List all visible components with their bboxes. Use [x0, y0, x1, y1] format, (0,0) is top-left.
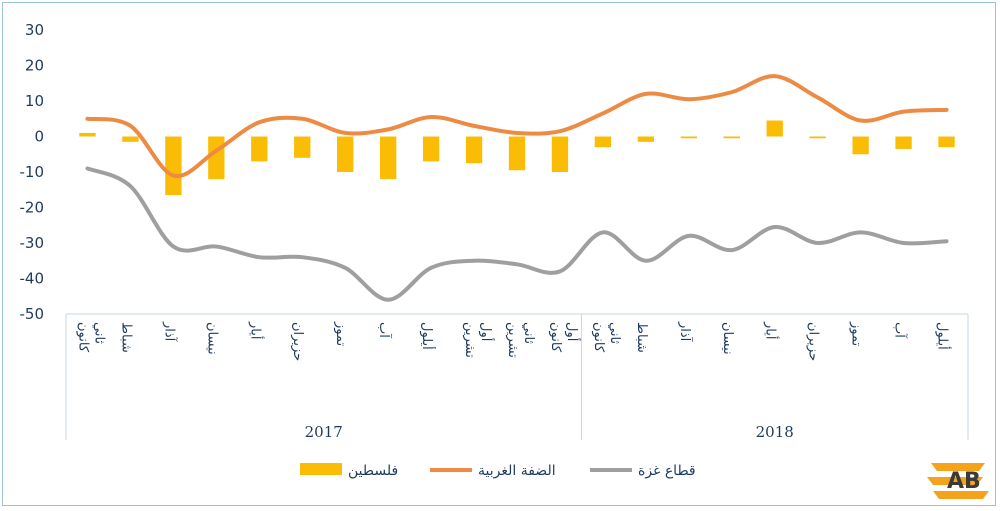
bar-palestine — [379, 136, 397, 180]
x-tick-label-word: كانون — [548, 322, 563, 353]
legend-swatch-palestine — [300, 463, 342, 475]
x-tick-label: كانون أول — [548, 322, 581, 353]
x-tick-label: كانون ثاني — [591, 322, 622, 353]
line-west-bank — [85, 74, 949, 179]
x-tick-label: أيلول — [419, 322, 436, 350]
line-gaza — [85, 166, 949, 302]
bar-palestine — [122, 136, 139, 142]
x-tick-label-word: آب — [892, 322, 909, 339]
x-tick-label-word: أيار — [247, 321, 264, 339]
bar-palestine — [809, 136, 826, 139]
bar-palestine — [79, 132, 96, 137]
x-tick-label-word: كانون — [591, 322, 606, 353]
y-tick-label: -50 — [20, 305, 45, 323]
y-tick-label: -30 — [20, 234, 45, 252]
x-tick-label: أيلول — [935, 322, 952, 350]
x-tick-label-word: أول — [478, 322, 495, 341]
x-tick-label-word: أيلول — [935, 322, 952, 350]
x-tick-label: آذار — [161, 321, 178, 343]
bar-palestine — [594, 136, 612, 148]
x-tick-label: حزيران — [806, 322, 821, 361]
legend-label: الضفة الغربية — [478, 463, 556, 479]
bar-palestine — [637, 136, 655, 142]
bar-palestine — [422, 136, 440, 162]
x-tick-label: نيسان — [204, 322, 219, 355]
y-tick-label: 10 — [25, 92, 44, 110]
bar-palestine — [337, 136, 354, 172]
x-tick-label-word: ثاني — [521, 322, 536, 344]
x-tick-label-word: أيلول — [419, 322, 436, 350]
x-tick-label: تموز — [849, 321, 864, 347]
bar-palestine — [165, 136, 182, 196]
x-tick-label-word: آب — [376, 322, 393, 339]
logo-icon: AB — [927, 463, 989, 499]
x-tick-label: تشرين ثاني — [505, 322, 536, 358]
y-tick-label: 30 — [25, 21, 44, 39]
x-tick-label-word: شباط — [634, 322, 649, 353]
x-tick-label: آب — [376, 322, 393, 339]
logo-text: AB — [947, 469, 981, 494]
x-tick-label-word: شباط — [118, 322, 133, 353]
x-tick-label-word: تشرين — [462, 322, 477, 358]
bar-palestine — [680, 136, 697, 139]
bar-palestine — [251, 136, 268, 162]
legend-label: فلسطين — [348, 463, 398, 479]
x-tick-label-word: ثاني — [91, 322, 106, 344]
x-tick-label: كانون ثاني — [75, 322, 106, 353]
bar-palestine — [938, 136, 955, 148]
x-tick-label: شباط — [118, 322, 133, 353]
x-tick-label-word: أول — [564, 322, 581, 341]
bar-palestine — [508, 136, 526, 171]
bar-palestine — [895, 136, 912, 149]
x-tick-label-word: أيار — [763, 321, 780, 339]
bar-palestine — [852, 136, 869, 155]
x-tick-label: آب — [892, 322, 909, 339]
y-tick-label: -10 — [20, 163, 45, 181]
bar-palestine — [551, 136, 569, 172]
year-label: 2017 — [305, 423, 343, 441]
x-tick-label: أيار — [763, 321, 780, 339]
x-tick-label: تشرين أول — [462, 322, 495, 358]
legend-label: قطاع غزة — [638, 463, 696, 479]
x-tick-label: أيار — [247, 321, 264, 339]
x-tick-label-word: تموز — [333, 321, 348, 347]
x-tick-label-word: تموز — [849, 321, 864, 347]
y-tick-label: 0 — [34, 128, 44, 146]
x-tick-label-word: تشرين — [505, 322, 520, 358]
x-tick-label: حزيران — [290, 322, 305, 361]
y-tick-label: -20 — [20, 199, 45, 217]
bar-palestine — [723, 136, 740, 139]
y-tick-label: 20 — [25, 57, 44, 75]
x-tick-label-word: نيسان — [720, 322, 735, 355]
bar-palestine — [766, 120, 783, 137]
x-tick-label-word: ثاني — [607, 322, 622, 344]
x-tick-label-word: آذار — [161, 321, 178, 343]
x-tick-label: تموز — [333, 321, 348, 347]
x-tick-label: شباط — [634, 322, 649, 353]
year-label: 2018 — [756, 423, 794, 441]
logo: AB — [925, 455, 995, 507]
x-tick-label-word: آذار — [677, 321, 694, 343]
bar-palestine — [294, 136, 311, 158]
x-tick-label-word: حزيران — [806, 322, 821, 361]
x-tick-label: آذار — [677, 321, 694, 343]
x-tick-label-word: حزيران — [290, 322, 305, 361]
bar-palestine — [465, 136, 483, 164]
x-tick-label-word: نيسان — [204, 322, 219, 355]
y-tick-label: -40 — [20, 270, 45, 288]
x-tick-label-word: كانون — [75, 322, 90, 353]
x-tick-label: نيسان — [720, 322, 735, 355]
bar-palestine — [208, 136, 225, 180]
